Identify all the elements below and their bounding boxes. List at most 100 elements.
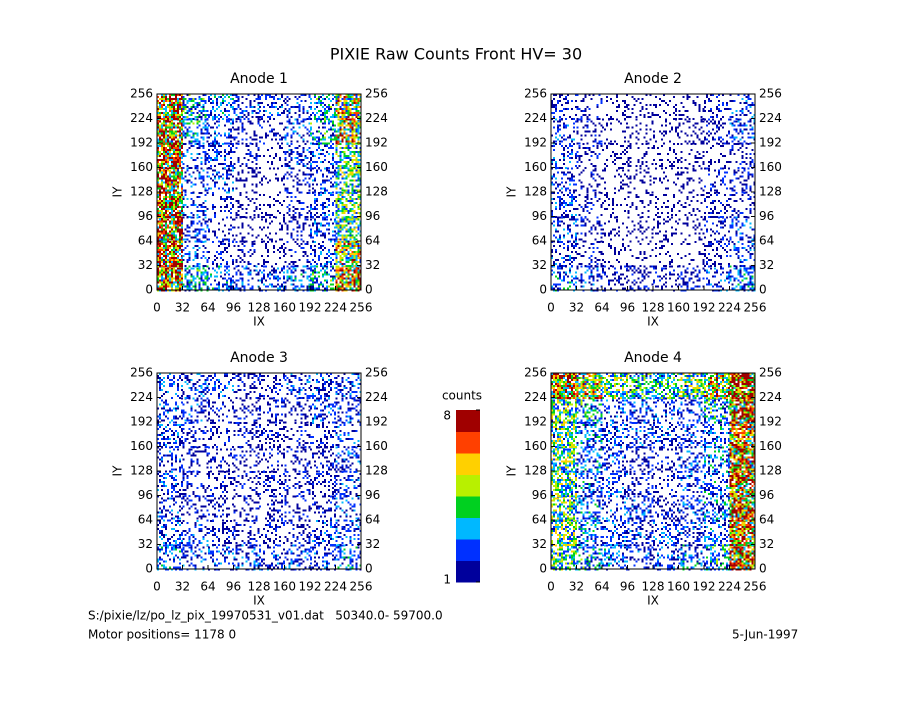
pixel xyxy=(326,228,328,231)
pixel xyxy=(179,206,181,208)
pixel xyxy=(190,100,193,102)
pixel xyxy=(347,271,350,274)
pixel xyxy=(251,169,254,172)
pixel xyxy=(165,245,167,247)
pixel xyxy=(204,265,207,267)
pixel xyxy=(161,243,163,245)
pixel xyxy=(304,94,307,96)
pixel xyxy=(349,134,352,137)
pixel xyxy=(357,224,360,227)
pixel xyxy=(228,287,230,290)
pixel xyxy=(347,161,350,163)
pixel xyxy=(269,214,271,216)
pixel xyxy=(165,263,167,265)
pixel xyxy=(171,171,173,174)
pixel xyxy=(179,102,181,104)
pixel xyxy=(351,259,354,261)
pixel xyxy=(312,183,314,186)
pixel xyxy=(308,96,311,98)
pixel xyxy=(328,94,330,96)
pixel xyxy=(161,253,163,255)
pixel xyxy=(181,257,183,259)
pixel xyxy=(237,96,240,98)
pixel xyxy=(169,230,171,233)
pixel xyxy=(328,222,330,225)
pixel xyxy=(179,236,181,239)
pixel xyxy=(302,163,305,165)
pixel xyxy=(343,204,346,206)
pixel xyxy=(345,277,348,280)
pixel xyxy=(161,275,163,278)
pixel xyxy=(353,251,356,253)
date-label: 5-Jun-1997 xyxy=(732,628,798,642)
pixel xyxy=(341,196,344,198)
pixel xyxy=(167,138,169,141)
pixel xyxy=(349,202,352,204)
pixel xyxy=(165,175,167,178)
pixel xyxy=(230,122,232,125)
pixel xyxy=(220,257,222,259)
pixel xyxy=(190,108,193,110)
pixel xyxy=(337,134,340,137)
pixel xyxy=(206,167,209,170)
pixel xyxy=(171,212,173,214)
pixel xyxy=(210,187,212,190)
pixel xyxy=(596,267,599,270)
pixel xyxy=(324,273,326,276)
pixel xyxy=(243,285,246,288)
pixel xyxy=(345,161,348,163)
pixel xyxy=(351,116,354,118)
pixel xyxy=(339,120,342,123)
pixel xyxy=(233,138,236,141)
pixel xyxy=(334,218,336,221)
pixel xyxy=(355,263,358,265)
pixel xyxy=(251,183,254,186)
pixel xyxy=(347,228,350,231)
pixel xyxy=(355,126,358,129)
pixel xyxy=(557,287,559,290)
pixel xyxy=(230,136,232,139)
pixel xyxy=(335,183,338,186)
pixel xyxy=(220,251,222,253)
pixel xyxy=(190,273,193,276)
pixel xyxy=(324,114,326,116)
pixel xyxy=(351,122,354,125)
pixel xyxy=(332,124,334,127)
pixel xyxy=(204,100,207,102)
pixel xyxy=(179,100,181,102)
pixel xyxy=(355,163,358,165)
pixel xyxy=(620,265,622,268)
pixel xyxy=(341,128,344,131)
pixel xyxy=(184,277,187,280)
pixel xyxy=(255,173,258,176)
pixel xyxy=(353,185,356,188)
pixel xyxy=(355,277,358,280)
pixel xyxy=(322,153,324,155)
pixel xyxy=(163,94,165,96)
pixel xyxy=(726,275,728,278)
pixel xyxy=(190,185,193,188)
pixel xyxy=(565,273,567,276)
pixel xyxy=(224,247,226,249)
pixel xyxy=(310,128,312,131)
pixel xyxy=(265,285,267,288)
heatmap-cell xyxy=(235,167,260,194)
pixel xyxy=(324,214,326,216)
pixel xyxy=(173,149,175,151)
pixel xyxy=(337,102,340,104)
pixel xyxy=(173,183,175,186)
pixel xyxy=(237,100,240,102)
pixel xyxy=(167,281,169,284)
pixel xyxy=(351,234,354,237)
pixel xyxy=(314,138,316,141)
pixel xyxy=(347,112,350,114)
pixel xyxy=(335,212,338,214)
pixel xyxy=(157,161,159,163)
pixel xyxy=(318,285,320,288)
pixel xyxy=(302,269,305,272)
pixel xyxy=(306,149,309,151)
pixel xyxy=(159,269,161,272)
pixel xyxy=(198,96,201,98)
pixel xyxy=(159,116,161,118)
pixel xyxy=(357,285,360,288)
